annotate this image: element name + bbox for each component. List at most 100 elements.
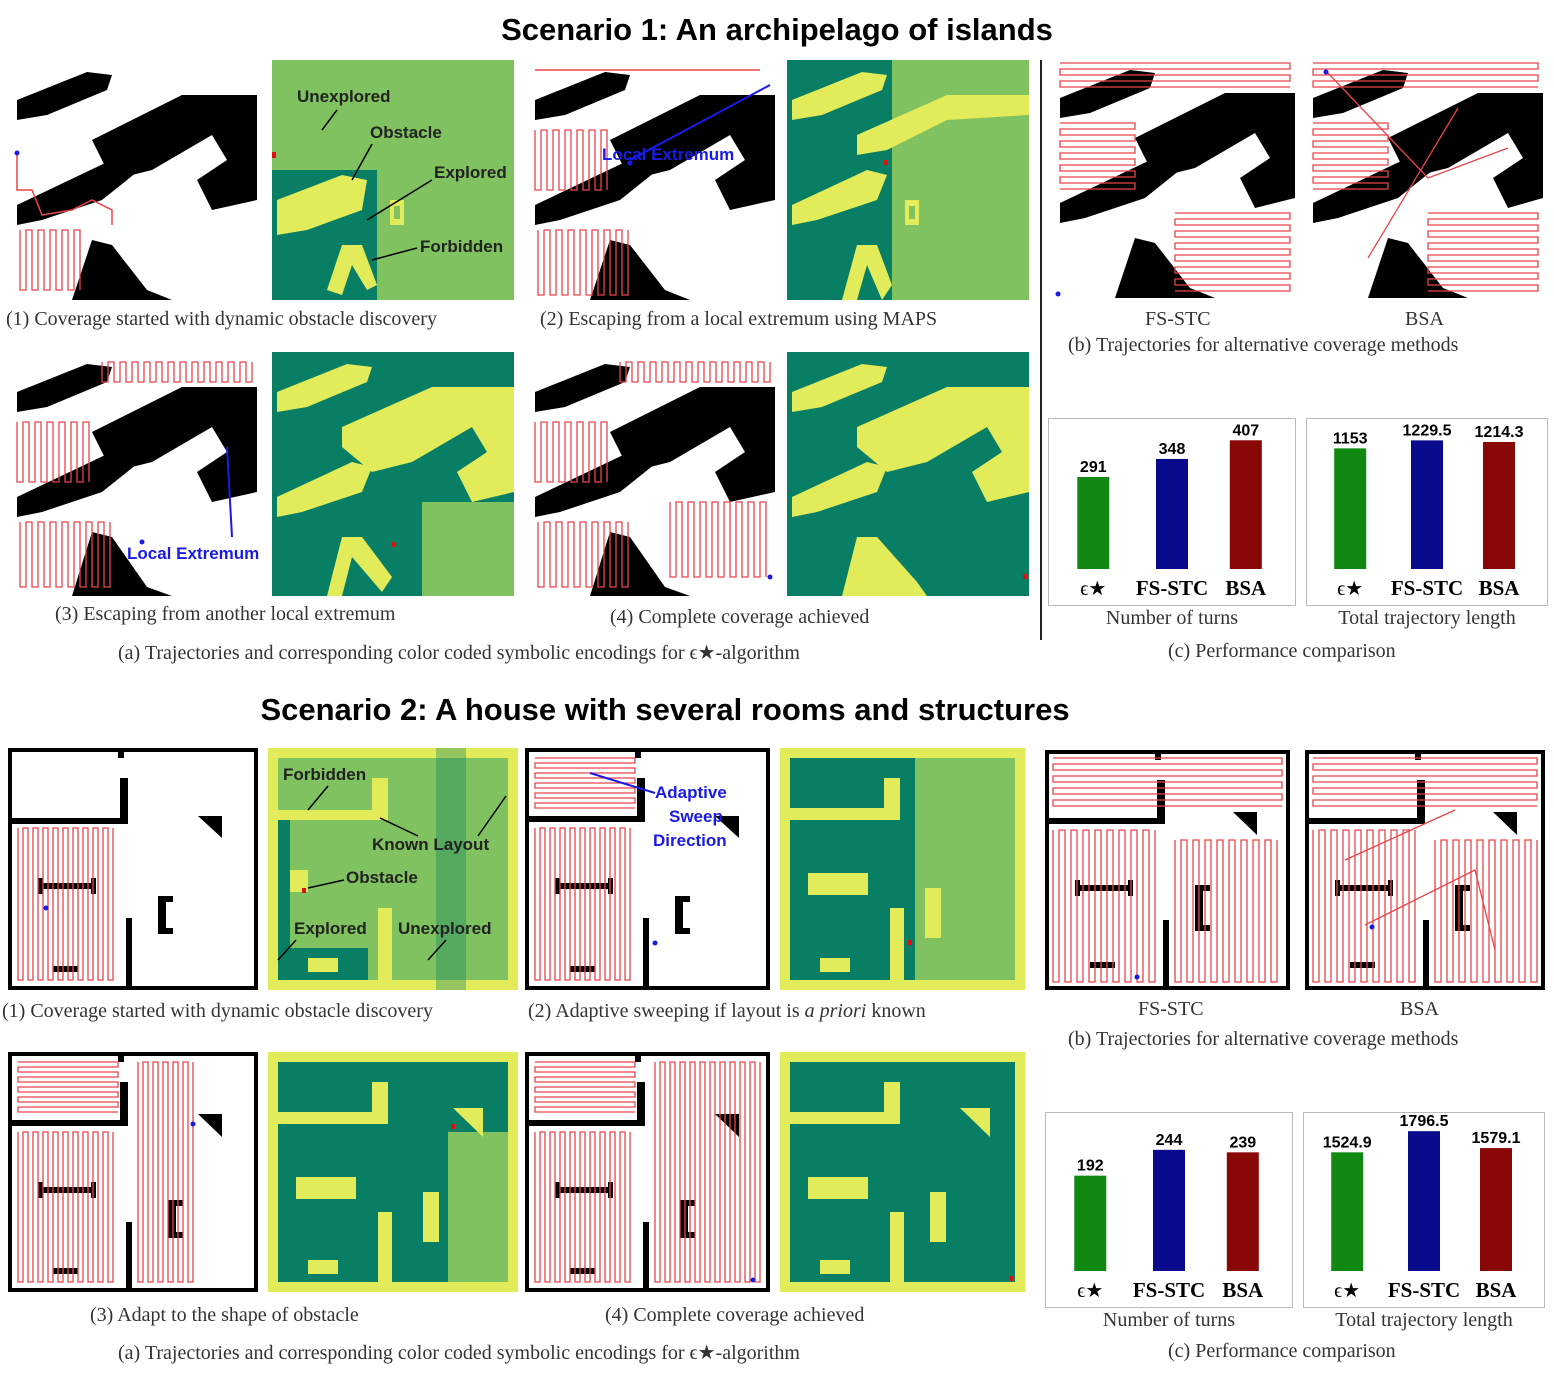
s1-fsstc-trajectory: [1055, 58, 1295, 298]
s2-bsa-trajectory: [1305, 750, 1545, 990]
bar-: [1331, 1152, 1364, 1271]
category-label: BSA: [1225, 576, 1267, 600]
s1-caption-c: (c) Performance comparison: [1168, 640, 1396, 662]
bar-value-label: 1524.9: [1323, 1134, 1372, 1151]
bar-: [1074, 1175, 1107, 1271]
s1-caption-p3: (3) Escaping from another local extremum: [55, 603, 396, 625]
s1-caption-p2: (2) Escaping from a local extremum using…: [540, 308, 938, 330]
scenario2-title: Scenario 2: A house with several rooms a…: [260, 692, 1070, 727]
s1-ann-explored: Explored: [434, 163, 507, 182]
coverage-path: [1174, 212, 1291, 292]
coverage-path: [534, 421, 608, 483]
coverage-path: [1052, 757, 1283, 807]
bar-value-label: 407: [1232, 422, 1259, 439]
island-3: [17, 155, 152, 225]
x-axis-label: Number of turns: [1102, 1309, 1236, 1331]
s1-ann-forbidden: Forbidden: [420, 237, 503, 256]
coverage-path: [1312, 757, 1538, 807]
s1-label-bsa: BSA: [1405, 308, 1444, 330]
coverage-path: [1059, 62, 1291, 88]
s1-ann-obstacle: Obstacle: [370, 123, 442, 142]
s1-p3-trajectory: Local Extremum: [12, 352, 262, 596]
bar-value-label: 1579.1: [1472, 1130, 1521, 1147]
scenario1-divider: [1040, 60, 1042, 640]
s1-caption-p1: (1) Coverage started with dynamic obstac…: [6, 308, 437, 330]
x-axis-label: Number of turns: [1105, 607, 1239, 629]
s2-p4-encoding: [780, 1052, 1025, 1292]
s2-caption-c: (c) Performance comparison: [1168, 1340, 1396, 1362]
category-label: BSA: [1476, 1278, 1518, 1302]
s2-p3-trajectory: [8, 1052, 258, 1292]
s2-ann-adaptive-1: Adaptive: [655, 783, 727, 802]
bar-fsstc: [1156, 458, 1188, 569]
s2-ann-adaptive-2: Sweep: [669, 807, 723, 826]
bar-value-label: 291: [1080, 459, 1107, 476]
coverage-path: [1427, 212, 1539, 292]
bar-fsstc: [1411, 440, 1443, 569]
coverage-path: [17, 1131, 114, 1283]
island-2: [92, 95, 257, 210]
category-label: ϵ★: [1337, 578, 1363, 600]
s2-ann-adaptive-3: Direction: [653, 831, 727, 850]
s2-caption-p4: (4) Complete coverage achieved: [605, 1304, 865, 1326]
coverage-path: [669, 501, 767, 578]
coverage-path: [619, 361, 771, 383]
coverage-path: [534, 1131, 631, 1283]
coverage-path: [1052, 829, 1156, 983]
s1-caption-p4: (4) Complete coverage achieved: [610, 606, 870, 628]
bar-value-label: 1214.3: [1475, 424, 1524, 441]
bar-value-label: 239: [1229, 1134, 1256, 1151]
coverage-path: [534, 757, 636, 809]
coverage-path: [654, 1061, 761, 1283]
bar-value-label: 348: [1159, 441, 1186, 458]
s2-caption-b: (b) Trajectories for alternative coverag…: [1068, 1028, 1459, 1050]
bar-: [1077, 476, 1110, 569]
s2-fsstc-trajectory: [1045, 750, 1290, 990]
coverage-path: [537, 229, 629, 296]
s2-p4-trajectory: [525, 1052, 770, 1292]
island-4: [72, 240, 172, 300]
coverage-path: [1434, 839, 1538, 983]
category-label: BSA: [1479, 576, 1521, 600]
s1-p2-trajectory: Local Extremum: [530, 60, 775, 300]
category-label: BSA: [1222, 1278, 1264, 1302]
island-1: [17, 72, 112, 120]
s1-caption-a: (a) Trajectories and corresponding color…: [118, 642, 800, 664]
s1-ann-local-extremum: Local Extremum: [602, 145, 734, 164]
category-label: FS-STC: [1391, 576, 1463, 600]
category-label: FS-STC: [1388, 1278, 1460, 1302]
coverage-path: [534, 827, 631, 981]
coverage-path: [1312, 122, 1389, 190]
bar-fsstc: [1408, 1131, 1440, 1271]
s2-ann-unexplored: Unexplored: [398, 919, 492, 938]
s2-p3-encoding: [268, 1052, 518, 1292]
bar-: [1334, 448, 1367, 569]
s2-p2-encoding: [780, 748, 1025, 990]
coverage-path: [534, 1061, 636, 1113]
coverage-path: [1059, 122, 1136, 190]
coverage-path: [1312, 62, 1539, 88]
category-label: ϵ★: [1077, 1280, 1103, 1302]
bar-fsstc: [1153, 1149, 1185, 1271]
s2-chart-turns: 192 ϵ★ 244 FS-STC 239 BSA Number of turns: [1045, 1112, 1293, 1331]
s2-ann-obstacle: Obstacle: [346, 868, 418, 887]
x-axis-label: Total trajectory length: [1335, 1309, 1513, 1331]
s2-p1-trajectory: [8, 748, 258, 990]
s1-ann-local-extremum-2: Local Extremum: [127, 544, 259, 563]
s2-p2-trajectory: Adaptive Sweep Direction: [525, 748, 770, 990]
s1-p3-encoding: [272, 352, 514, 596]
s1-p4-trajectory: [530, 352, 775, 596]
s1-p2-encoding: [787, 60, 1029, 300]
s2-caption-p2-c: known: [866, 1000, 926, 1022]
s2-caption-p2-a: (2) Adaptive sweeping if layout is: [528, 1000, 805, 1022]
s2-p1-encoding: Forbidden Known Layout Obstacle Explored…: [268, 748, 518, 990]
s1-p1-trajectory: [12, 60, 262, 300]
s2-label-fsstc: FS-STC: [1138, 998, 1204, 1020]
s1-chart-turns: 291 ϵ★ 348 FS-STC 407 BSA Number of turns: [1048, 418, 1296, 629]
s2-label-bsa: BSA: [1400, 998, 1439, 1020]
category-label: FS-STC: [1133, 1278, 1205, 1302]
s2-caption-a: (a) Trajectories and corresponding color…: [118, 1342, 800, 1364]
coverage-path: [17, 1061, 119, 1113]
bar-value-label: 1153: [1333, 430, 1368, 447]
s2-ann-explored: Explored: [294, 919, 367, 938]
